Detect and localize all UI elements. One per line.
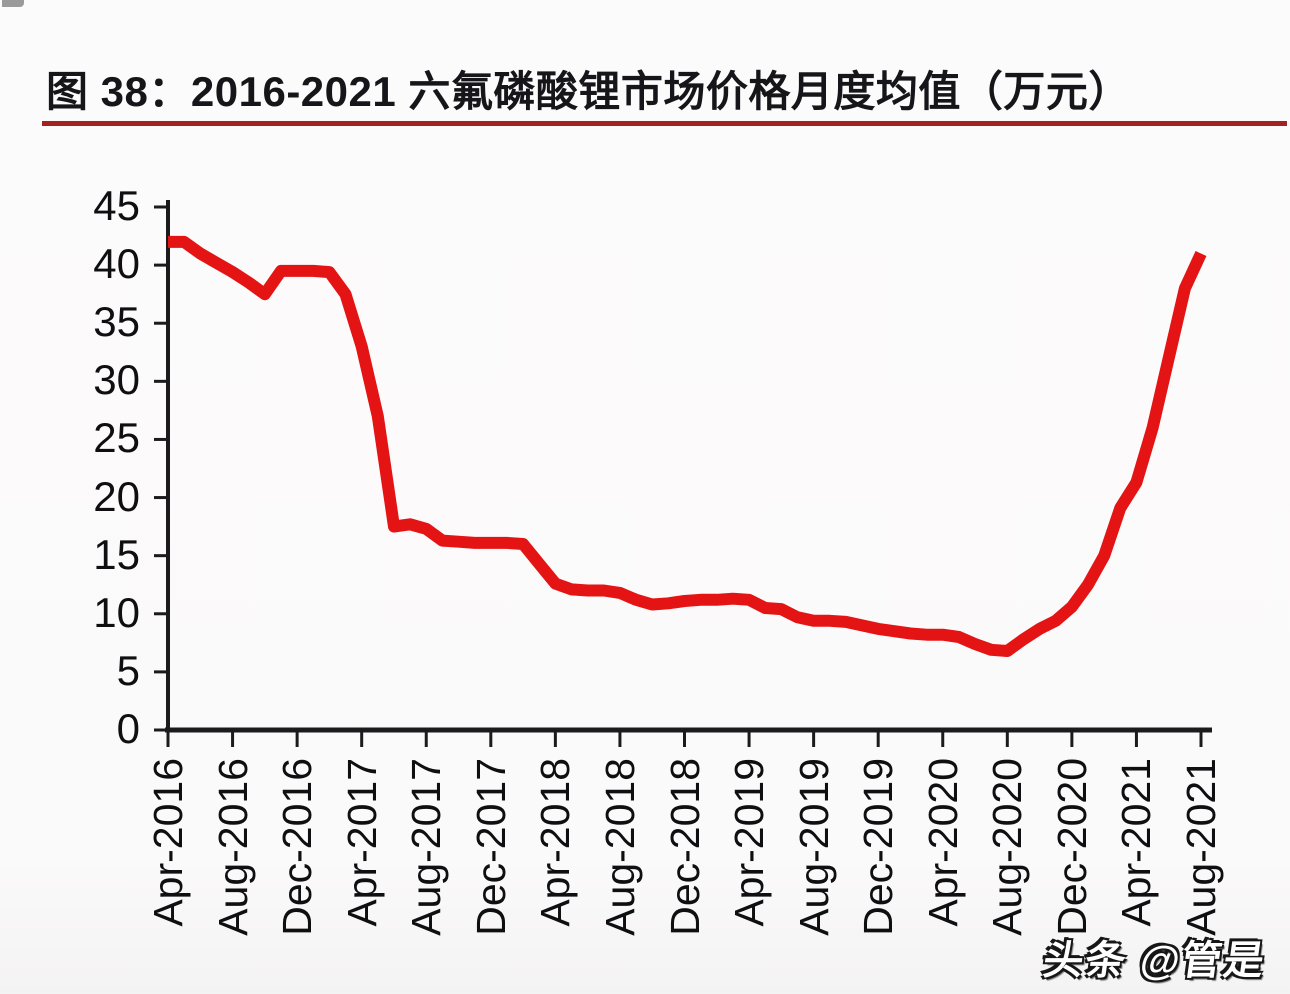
scan-artifact xyxy=(2,0,24,7)
x-axis-tick-label: Aug-2020 xyxy=(984,758,1031,936)
x-axis-tick-label: Aug-2019 xyxy=(790,758,837,936)
y-axis-tick-label: 25 xyxy=(93,414,140,462)
x-axis-tick-label: Apr-2019 xyxy=(726,758,773,927)
title-underline xyxy=(42,121,1287,126)
x-axis-tick-label: Aug-2018 xyxy=(596,758,643,936)
y-axis-tick-label: 30 xyxy=(93,356,140,404)
x-axis-tick-label: Dec-2017 xyxy=(467,758,514,936)
x-axis-tick-label: Apr-2016 xyxy=(145,758,191,927)
x-axis-tick-label: Apr-2020 xyxy=(919,758,966,927)
x-axis-tick-label: Dec-2016 xyxy=(274,758,321,936)
x-axis-tick-label: Aug-2016 xyxy=(209,758,256,936)
chart-line xyxy=(168,235,1207,657)
x-axis-tick-label: Apr-2017 xyxy=(338,758,385,927)
x-axis-tick-label: Dec-2019 xyxy=(855,758,902,936)
y-axis-tick-label: 15 xyxy=(93,530,140,578)
y-axis-tick-label: 40 xyxy=(93,240,140,288)
y-axis-tick-label: 20 xyxy=(93,472,140,520)
y-axis-tick-label: 35 xyxy=(93,298,140,346)
y-axis-tick-label: 5 xyxy=(116,646,140,694)
watermark: 头条 @管是 xyxy=(1040,939,1269,983)
x-axis-tick-label: Dec-2018 xyxy=(661,758,708,936)
y-axis-tick-label: 0 xyxy=(116,705,140,752)
y-axis-tick-label: 10 xyxy=(93,588,140,636)
figure-title: 图 38：2016-2021 六氟磷酸锂市场价格月度均值（万元） xyxy=(46,68,1131,115)
x-axis-tick-label: Aug-2017 xyxy=(403,758,450,936)
y-axis-tick-label: 45 xyxy=(93,182,140,229)
x-axis-tick-label: Apr-2018 xyxy=(532,758,579,927)
